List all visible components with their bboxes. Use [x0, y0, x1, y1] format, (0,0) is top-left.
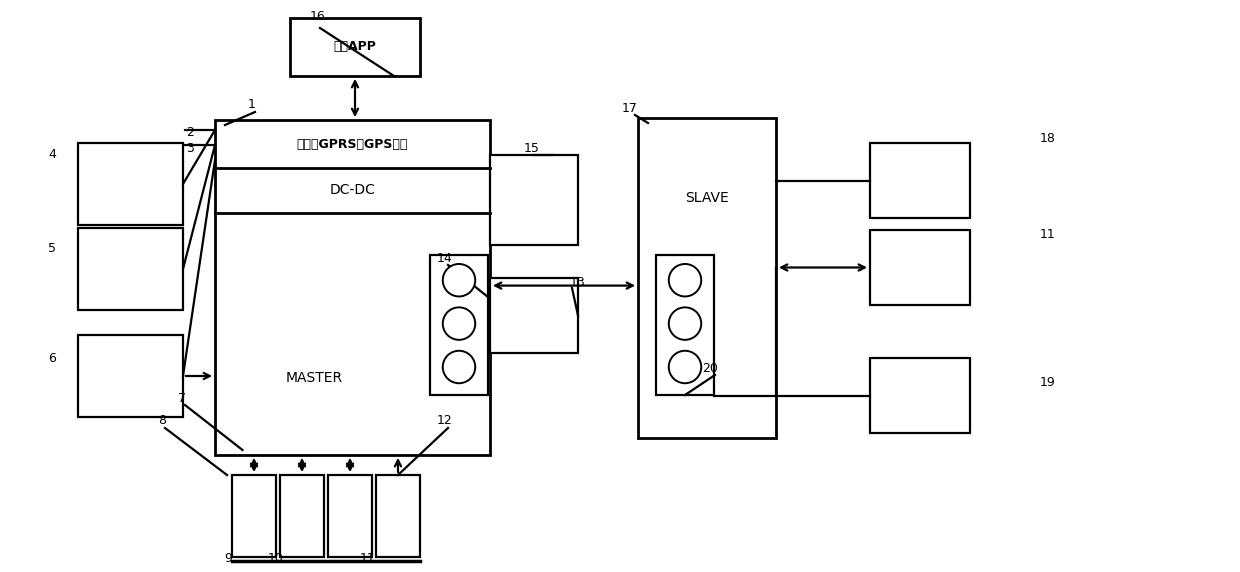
Circle shape	[668, 307, 702, 340]
Text: 19: 19	[1040, 375, 1056, 388]
Text: 蓝牙、GPRS、GPS模块: 蓝牙、GPRS、GPS模块	[296, 137, 408, 150]
Text: 11: 11	[1040, 228, 1056, 241]
Text: SLAVE: SLAVE	[686, 191, 729, 205]
Bar	[78, 335, 184, 417]
Text: 手机APP: 手机APP	[334, 41, 377, 54]
Text: 16: 16	[310, 10, 326, 22]
Circle shape	[668, 264, 702, 296]
Text: 4: 4	[48, 149, 56, 161]
Bar	[78, 143, 184, 225]
Text: 11: 11	[360, 551, 376, 565]
Bar	[280, 475, 324, 557]
Text: 15: 15	[525, 141, 539, 154]
Text: 17: 17	[622, 101, 637, 114]
Text: 13: 13	[570, 276, 585, 288]
Text: 1: 1	[248, 98, 255, 112]
Bar	[329, 475, 372, 557]
Bar	[490, 155, 578, 245]
Bar	[215, 120, 490, 455]
Text: 20: 20	[702, 362, 718, 375]
Text: 18: 18	[1040, 132, 1056, 145]
Circle shape	[443, 307, 475, 340]
Text: 6: 6	[48, 352, 56, 364]
Circle shape	[443, 264, 475, 296]
Bar	[639, 118, 776, 438]
Bar	[290, 18, 420, 76]
Text: 3: 3	[186, 141, 193, 154]
Text: 5: 5	[48, 241, 56, 255]
Text: 7: 7	[179, 391, 186, 404]
Bar	[870, 143, 970, 218]
Bar	[870, 358, 970, 433]
Text: DC-DC: DC-DC	[330, 184, 376, 197]
Circle shape	[668, 351, 702, 383]
Text: 10: 10	[268, 551, 284, 565]
Bar	[656, 255, 714, 395]
Text: 2: 2	[186, 125, 193, 138]
Bar	[490, 278, 578, 353]
Bar	[430, 255, 489, 395]
Text: 8: 8	[157, 414, 166, 427]
Circle shape	[443, 351, 475, 383]
Bar	[232, 475, 277, 557]
Bar	[78, 228, 184, 310]
Bar	[870, 230, 970, 305]
Bar	[376, 475, 420, 557]
Text: 9: 9	[224, 551, 232, 565]
Text: 12: 12	[438, 414, 453, 427]
Text: MASTER: MASTER	[285, 371, 342, 385]
Text: 14: 14	[438, 252, 453, 264]
